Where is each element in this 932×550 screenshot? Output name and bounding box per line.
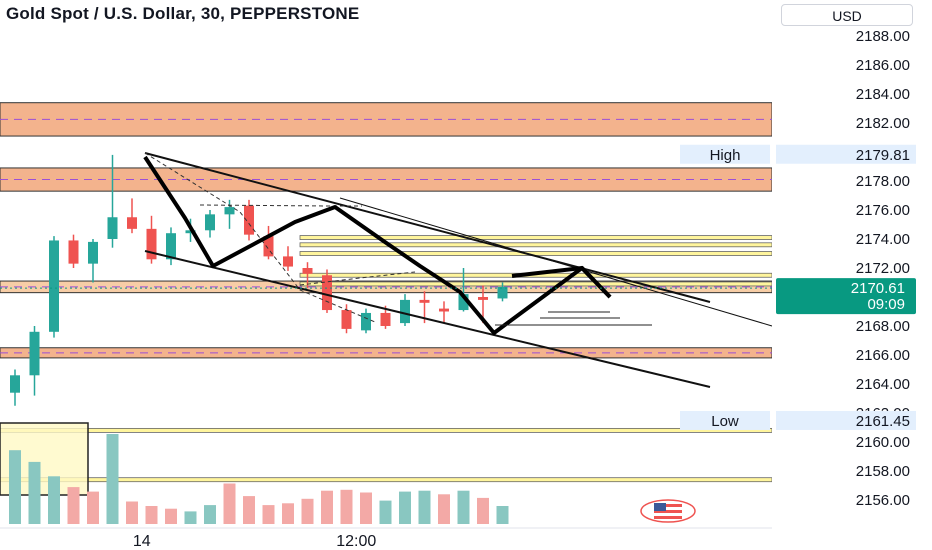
candle[interactable] [224, 207, 235, 215]
y-tick-label: 2184.00 [856, 86, 910, 103]
volume-bar [496, 506, 509, 524]
y-tick-label: 2182.00 [856, 115, 910, 132]
candle[interactable] [127, 217, 137, 229]
wave-arrow[interactable] [511, 266, 612, 299]
volume-bar [204, 505, 216, 524]
y-tick-label: 2164.00 [856, 376, 910, 393]
candle[interactable] [380, 312, 391, 326]
y-tick-label: 2166.00 [856, 347, 910, 364]
level-band[interactable] [0, 427, 773, 433]
low-value: 2161.45 [856, 413, 910, 430]
low-value-box [776, 410, 916, 430]
volume-bar [340, 489, 353, 524]
low-label-box [680, 410, 770, 430]
candle[interactable] [146, 228, 157, 260]
y-tick-label: 2188.00 [856, 28, 910, 45]
level-band[interactable] [299, 251, 773, 256]
low-label: Low [711, 413, 739, 430]
candle[interactable] [341, 310, 352, 329]
volume-bar [457, 490, 470, 524]
volume-bar [379, 500, 392, 524]
currency-selector[interactable]: USD [781, 4, 913, 26]
candle[interactable] [166, 233, 176, 260]
candle[interactable] [88, 241, 98, 264]
high-value-box [776, 144, 916, 164]
y-tick-label: 2156.00 [856, 492, 910, 509]
volume-bar [165, 508, 177, 524]
countdown: 09:09 [867, 296, 905, 313]
y-tick-label: 2186.00 [856, 57, 910, 74]
volume-bar [126, 501, 138, 524]
y-tick-label: 2174.00 [856, 231, 910, 248]
candle[interactable] [439, 308, 449, 312]
wave-path[interactable] [143, 155, 612, 335]
candle[interactable] [68, 240, 79, 264]
price-axis [772, 28, 932, 528]
high-label-box [680, 144, 770, 164]
y-tick-label: 2168.00 [856, 318, 910, 335]
volume-bar [87, 491, 99, 524]
candle[interactable] [302, 268, 313, 274]
dashed-guide-2 [199, 204, 362, 207]
candle[interactable] [322, 275, 332, 311]
candle[interactable] [10, 375, 20, 393]
volume-bar [438, 494, 450, 524]
volume-bar [418, 490, 431, 524]
volume-bar [360, 492, 372, 524]
last-price-tag[interactable] [776, 278, 916, 315]
trend-line-thin[interactable] [339, 197, 773, 327]
volume-bar [477, 497, 489, 524]
level-band[interactable] [299, 242, 773, 248]
volume-bar [243, 496, 255, 524]
x-tick-label: 14 [133, 533, 151, 550]
volume-bar [223, 483, 236, 524]
flag-icon[interactable] [640, 499, 696, 523]
volume-bar [28, 461, 41, 524]
volume-bar [145, 506, 158, 524]
y-tick-label: 2178.00 [856, 173, 910, 190]
volume-bar [301, 498, 314, 524]
candle[interactable] [244, 205, 254, 235]
volume-bar [184, 511, 197, 524]
y-tick-label: 2176.00 [856, 202, 910, 219]
last-price-value: 2170.61 [851, 280, 905, 297]
volume-bar [282, 503, 294, 524]
level-band[interactable] [299, 281, 773, 287]
chart-title: Gold Spot / U.S. Dollar, 30, PEPPERSTONE [6, 4, 360, 23]
candle[interactable] [419, 299, 430, 303]
candle[interactable] [205, 214, 215, 231]
high-value: 2179.81 [856, 147, 910, 164]
candle[interactable] [478, 297, 488, 300]
candle[interactable] [458, 294, 469, 311]
y-tick-label: 2160.00 [856, 434, 910, 451]
candle[interactable] [29, 331, 40, 376]
candle[interactable] [361, 312, 371, 331]
y-tick-label: 2158.00 [856, 463, 910, 480]
volume-bar [106, 434, 119, 524]
candle[interactable] [497, 286, 508, 299]
candle[interactable] [400, 299, 410, 324]
volume-bar [9, 450, 21, 524]
volume-bar [48, 476, 60, 524]
candle[interactable] [49, 240, 59, 332]
volume-bar [262, 505, 275, 524]
channel-upper-line[interactable] [144, 152, 711, 303]
volume-bar [67, 487, 80, 524]
candle[interactable] [107, 217, 118, 239]
candle[interactable] [263, 236, 274, 257]
candle[interactable] [283, 256, 293, 267]
candle[interactable] [185, 230, 196, 234]
y-tick-label: 2172.00 [856, 260, 910, 277]
high-label: High [710, 147, 741, 164]
channel-lower-line[interactable] [144, 250, 711, 388]
x-tick-label: 12:00 [336, 533, 376, 550]
dashed-guide-1 [144, 152, 376, 323]
volume-bar [321, 490, 333, 524]
level-band[interactable] [299, 235, 773, 240]
volume-bar [399, 491, 411, 524]
